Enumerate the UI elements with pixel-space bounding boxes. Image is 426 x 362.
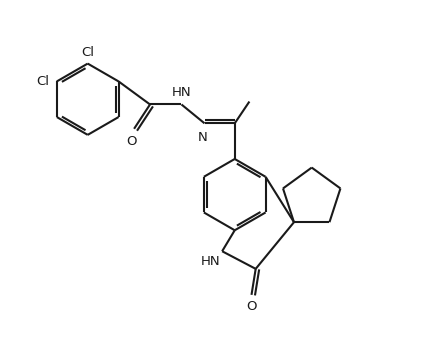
Text: Cl: Cl <box>36 75 49 88</box>
Text: Cl: Cl <box>81 46 94 59</box>
Text: O: O <box>246 300 256 313</box>
Text: HN: HN <box>171 86 191 99</box>
Text: HN: HN <box>200 256 219 269</box>
Text: O: O <box>127 135 137 148</box>
Text: N: N <box>197 131 207 144</box>
